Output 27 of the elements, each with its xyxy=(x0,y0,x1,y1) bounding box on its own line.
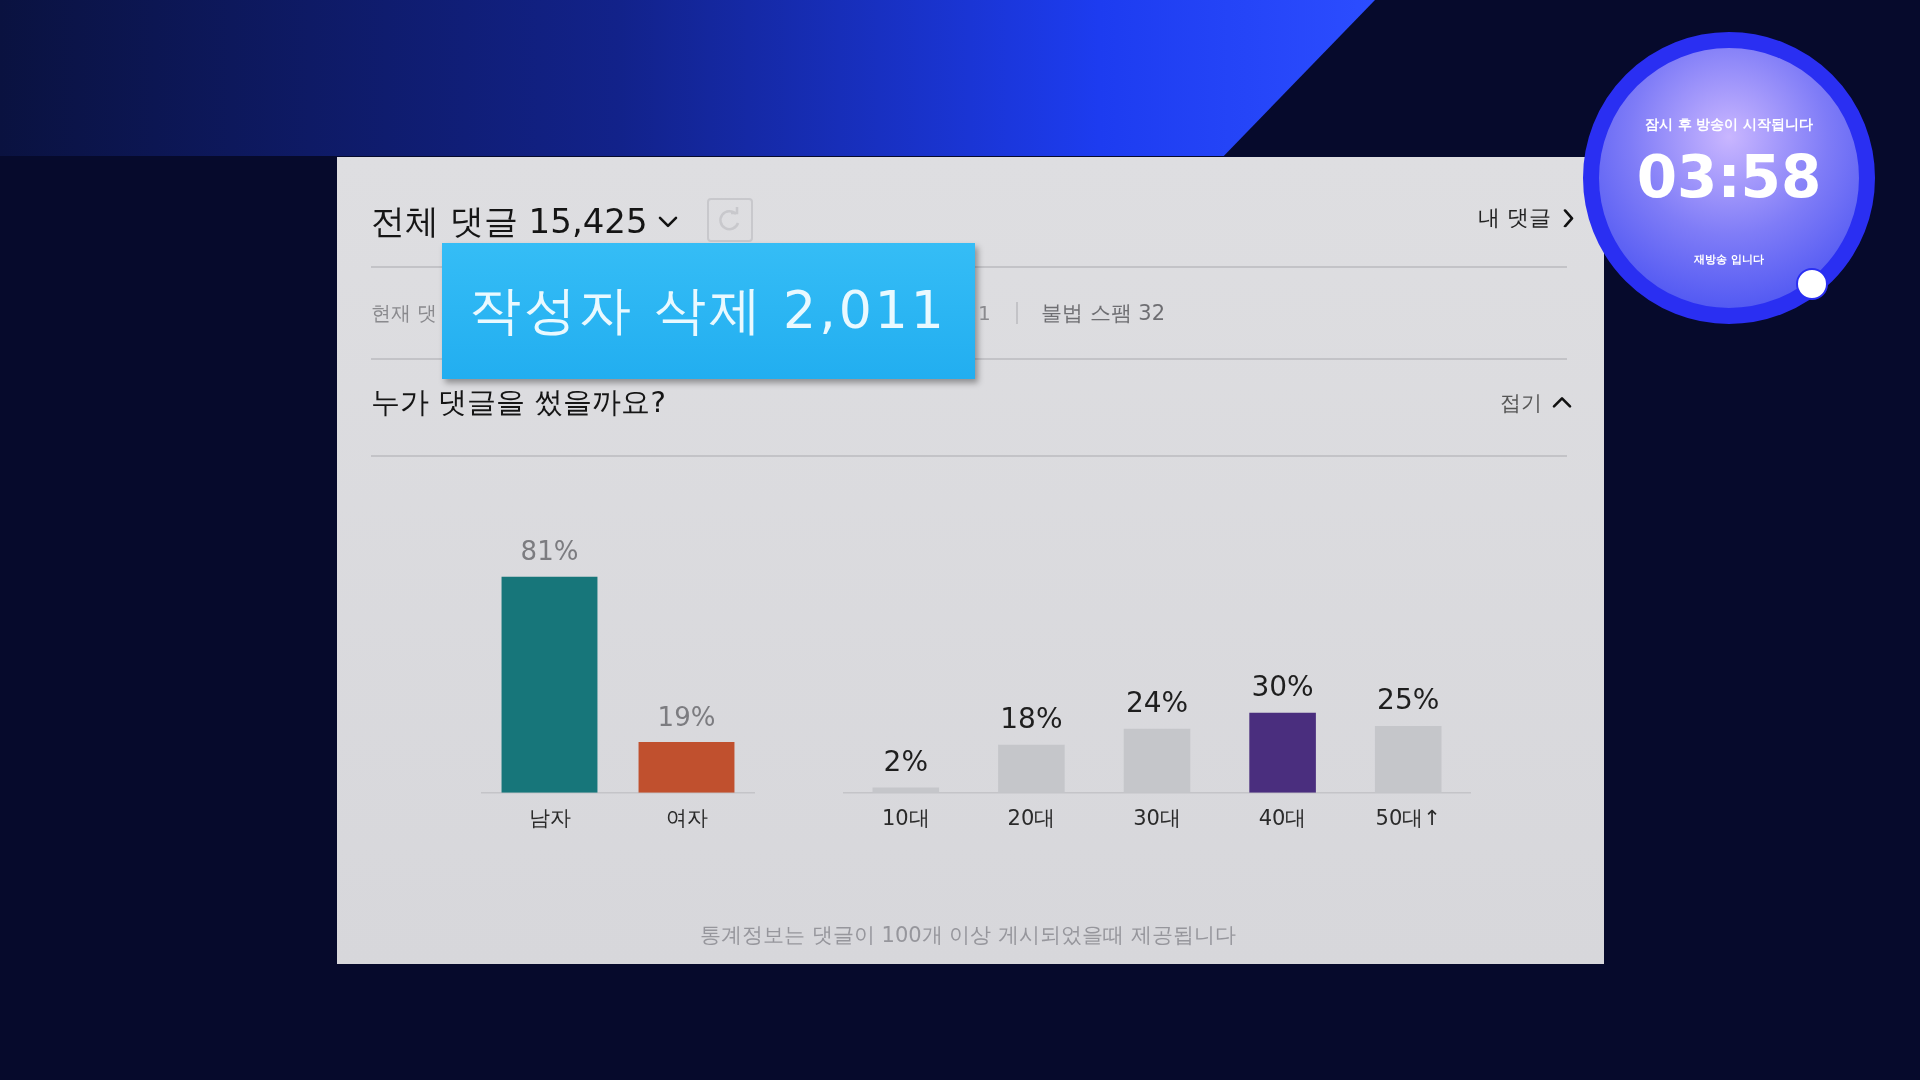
text: 재방송 입니다 xyxy=(1694,252,1764,267)
text: 내 댓글 xyxy=(1478,205,1551,231)
data-label: 30% xyxy=(1251,670,1314,704)
data-label: 25% xyxy=(1377,683,1440,717)
text: 잠시 후 방송이 시작됩니다 xyxy=(1644,115,1814,133)
text: 전체 댓글 15,425 xyxy=(371,201,648,242)
data-label: 18% xyxy=(1000,702,1063,736)
text: 통계정보는 댓글이 100개 이상 게시되었을때 제공됩니다 xyxy=(700,922,1236,948)
text: 작성자 삭제 2,011 xyxy=(469,280,947,341)
text: 불법 스팸 32 xyxy=(1041,300,1166,326)
bar xyxy=(1249,712,1316,793)
data-label: 2% xyxy=(883,744,929,778)
data-label: 81% xyxy=(520,536,579,567)
x-tick-label: 10대 xyxy=(881,805,930,830)
text: 현재 댓 xyxy=(371,300,438,325)
text: 접기 xyxy=(1500,390,1542,416)
x-tick-label: 50대↑ xyxy=(1375,805,1441,830)
x-tick-label: 40대 xyxy=(1258,805,1307,830)
x-tick-label: 30대 xyxy=(1133,805,1181,830)
x-tick-label: 여자 xyxy=(665,805,708,830)
data-label: 24% xyxy=(1125,686,1189,720)
chart-title: 누가 댓글을 썼을까요? xyxy=(371,385,666,420)
data-label: 19% xyxy=(657,701,716,732)
x-tick-label: 20대 xyxy=(1007,805,1056,830)
text: 03:58 xyxy=(1636,142,1822,211)
x-tick-label: 남자 xyxy=(528,805,571,830)
text: 1 xyxy=(978,300,991,325)
